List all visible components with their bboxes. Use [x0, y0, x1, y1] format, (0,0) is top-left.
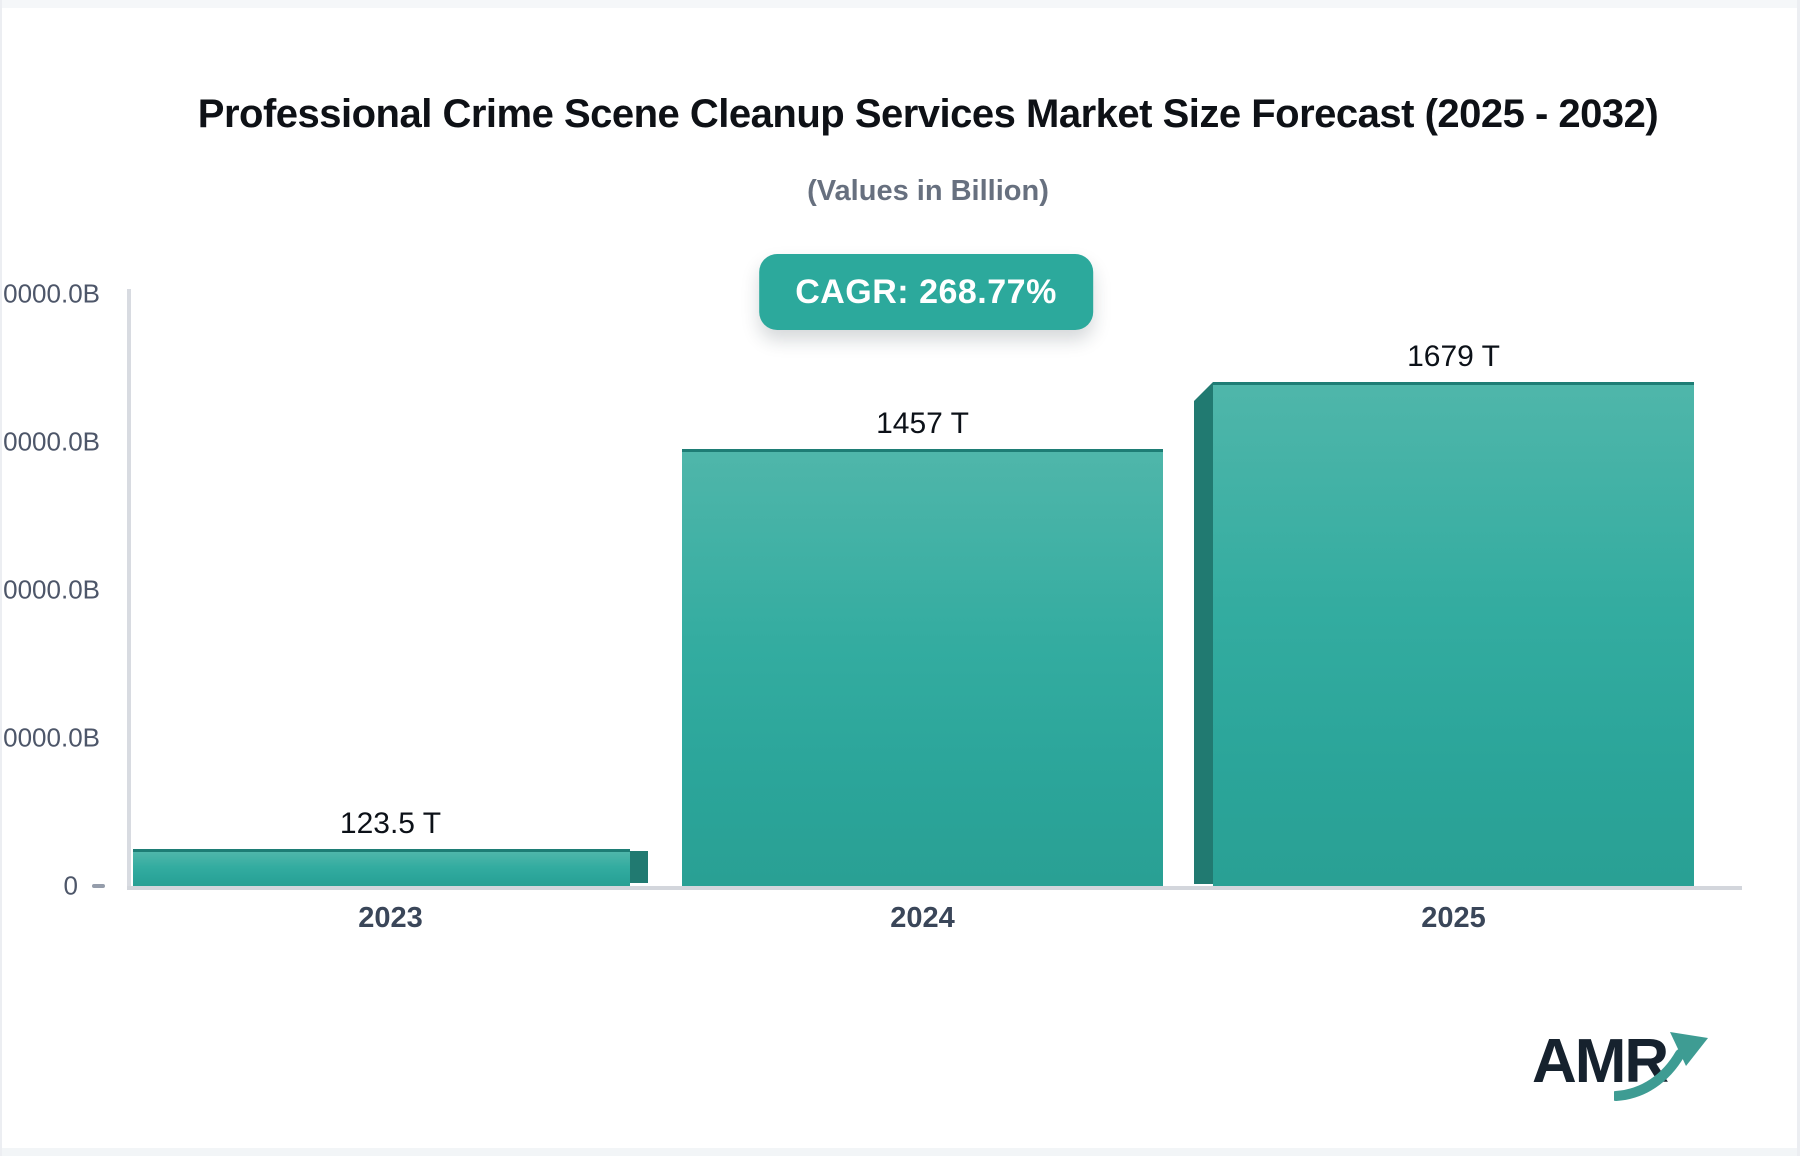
x-axis-label-2024: 2024 — [890, 902, 955, 934]
bar-side-panel — [1194, 382, 1213, 884]
amr-logo: AMR — [1532, 1026, 1732, 1126]
zero-tick-dash — [92, 884, 105, 888]
x-axis-label-2025: 2025 — [1421, 902, 1486, 934]
y-axis-tick-label: 0000.0B — [3, 574, 100, 605]
bar-2024 — [682, 449, 1163, 886]
bar-value-label: 1679 T — [1407, 340, 1500, 373]
right-edge-line — [1797, 0, 1800, 1156]
bar-value-label: 123.5 T — [339, 807, 442, 840]
page-title: Professional Crime Scene Cleanup Service… — [197, 92, 1659, 136]
x-axis-line — [127, 886, 1742, 890]
bar-side-panel — [630, 851, 648, 883]
bottom-edge-strip — [0, 1148, 1800, 1156]
growth-arrow-icon — [1614, 1032, 1708, 1101]
y-axis-tick-label: 0000.0B — [3, 426, 100, 457]
bar-2023 — [133, 849, 630, 886]
y-axis-tick-label: 0000.0B — [3, 722, 100, 753]
left-edge-line — [0, 0, 2, 1156]
cagr-badge: CAGR: 268.77% — [759, 254, 1093, 330]
bar-2025 — [1213, 382, 1694, 886]
x-axis-label-2023: 2023 — [358, 902, 423, 934]
top-edge-strip — [0, 0, 1800, 8]
bar-value-label: 1457 T — [876, 407, 969, 440]
chart-subtitle: (Values in Billion) — [807, 175, 1049, 207]
y-axis-line — [127, 289, 131, 890]
y-axis-tick-label: 0 — [63, 870, 78, 901]
y-axis-tick-label: 0000.0B — [3, 278, 100, 309]
